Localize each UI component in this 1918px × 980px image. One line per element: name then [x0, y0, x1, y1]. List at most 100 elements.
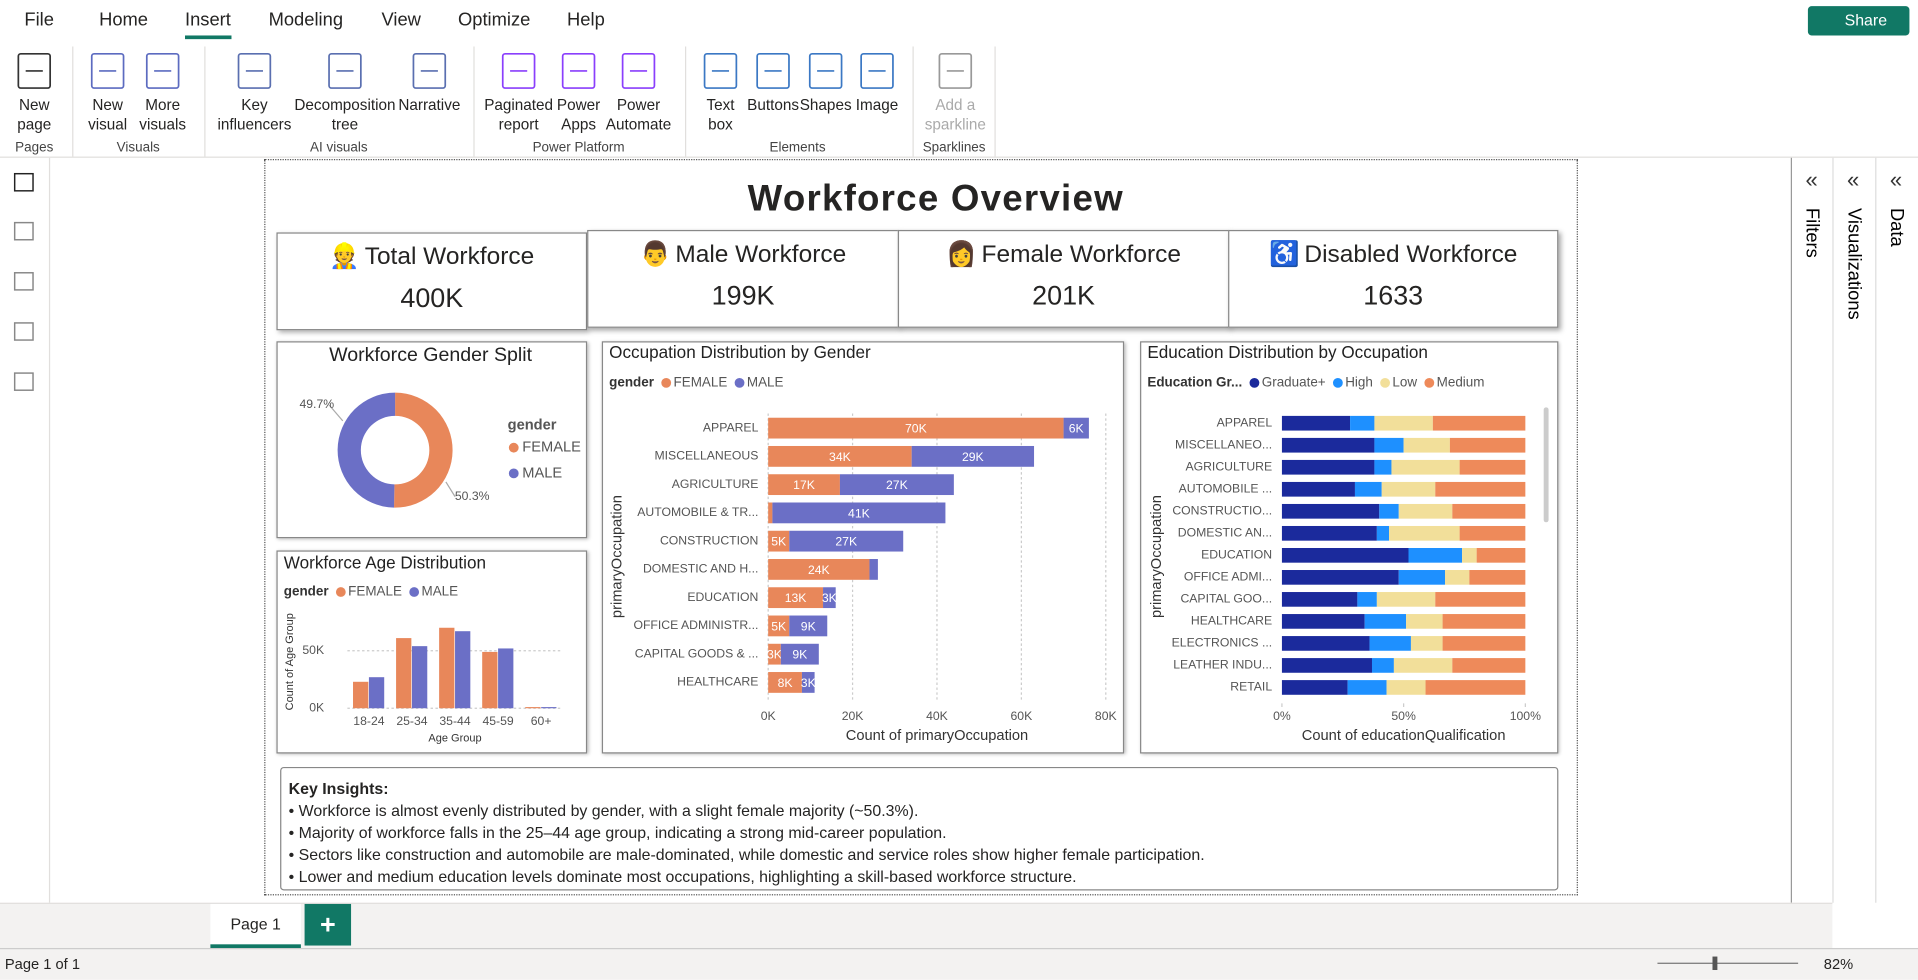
legend-label: Graduate+ [1262, 374, 1326, 389]
y-axis-title: Count of Age Group [284, 613, 296, 710]
bar-segment [1281, 437, 1375, 453]
ribbon-separator [684, 46, 687, 157]
menu-item[interactable]: View [381, 9, 421, 31]
data-label: 41K [848, 506, 871, 520]
page-tab[interactable]: Page 1 [210, 903, 301, 948]
pane-toggle: « [1805, 167, 1817, 192]
button-icon [328, 52, 362, 89]
kpi-card: 👨 Male Workforce 199K [587, 229, 900, 328]
menu-item[interactable]: Modeling [268, 9, 344, 31]
zoom-level[interactable]: 82% [1823, 955, 1854, 973]
leader-line [328, 404, 344, 422]
button-icon [703, 52, 738, 89]
bar-segment [1469, 570, 1526, 585]
bar-segment [869, 559, 878, 580]
bar [396, 638, 412, 709]
bar-segment [1281, 570, 1399, 585]
bar-segment [1406, 614, 1443, 629]
menu-item[interactable]: Help [567, 9, 605, 31]
bar-segment [1391, 459, 1460, 475]
y-tick-label: OFFICE ADMINISTR... [633, 618, 758, 632]
bar-segment [1364, 614, 1407, 629]
share-button[interactable]: Share [1807, 6, 1910, 36]
ribbon-button[interactable]: Key influencers [217, 96, 292, 134]
y-tick-label: AUTOMOBILE ... [1179, 482, 1272, 496]
bar-segment [801, 672, 815, 693]
bar [353, 681, 369, 709]
y-tick-label: EDUCATION [1201, 548, 1272, 562]
y-tick-label: 0K [309, 700, 325, 714]
zoom-thumb[interactable] [1712, 956, 1718, 971]
data-label: 50.3% [455, 489, 490, 503]
data-label: 29K [962, 450, 985, 464]
ribbon-button[interactable]: Shapes [799, 96, 852, 114]
menu-item[interactable]: Optimize [457, 9, 531, 31]
bar-segment [768, 587, 824, 609]
bar [541, 707, 557, 709]
ribbon-group-label: Visuals [116, 140, 160, 156]
bar-segment [1425, 680, 1526, 695]
y-tick-label: AGRICULTURE [672, 477, 759, 491]
button-icon [938, 52, 973, 89]
ribbon-button[interactable]: Power Automate [605, 96, 672, 134]
bar-segment [1379, 503, 1399, 519]
bar [439, 627, 455, 709]
button-icon [501, 52, 536, 89]
y-tick-label: AUTOMOBILE & TR... [637, 505, 758, 519]
kpi-label: 👨 Male Workforce [588, 239, 897, 270]
kpi-label: ♿ Disabled Workforce [1229, 239, 1557, 270]
pane-divider [1832, 157, 1834, 903]
y-tick-label: HEALTHCARE [677, 675, 758, 689]
pane-title: Visualizations [1844, 208, 1865, 320]
ribbon-button[interactable]: Narrative [398, 96, 461, 114]
kpi-label-text: Female Workforce [981, 240, 1181, 268]
kpi-card: 👷 Total Workforce 400K [276, 232, 588, 331]
bar-segment [1435, 592, 1526, 607]
y-tick-label: LEATHER INDU... [1173, 658, 1272, 672]
button-icon [860, 52, 894, 89]
button-icon [412, 52, 447, 89]
x-tick-label: 45-59 [482, 714, 513, 728]
bar-segment [1376, 592, 1436, 607]
chart-title: Workforce Gender Split [329, 344, 533, 366]
ribbon-button[interactable]: Paginated report [484, 96, 554, 134]
kpi-label-text: Total Workforce [364, 243, 535, 271]
ribbon-button[interactable]: Decomposition tree [294, 96, 396, 134]
bar-segment [1281, 459, 1375, 475]
data-label: 9K [792, 648, 808, 662]
kpi-card: 👩 Female Workforce 201K [897, 229, 1230, 328]
bar-segment [823, 587, 836, 609]
menu-item[interactable]: Home [99, 9, 149, 31]
bar-segment [1435, 481, 1526, 497]
ribbon-button[interactable]: More visuals [139, 96, 187, 134]
ribbon-group-label: Sparklines [922, 140, 986, 156]
nav-icon [13, 172, 34, 192]
ribbon-button[interactable]: Text box [706, 96, 735, 134]
add-page[interactable]: + [304, 903, 352, 946]
ribbon-button[interactable]: Buttons [747, 96, 799, 114]
data-label: 27K [835, 535, 858, 549]
kpi-value: 199K [711, 280, 775, 311]
kpi-icon: 👩 [946, 240, 977, 268]
bar-segment [1459, 525, 1526, 541]
ribbon-button[interactable]: New visual [88, 96, 128, 134]
y-tick-label: CAPITAL GOO... [1180, 592, 1272, 606]
ribbon-button[interactable]: New page [17, 96, 52, 134]
bar-segment [1281, 636, 1370, 651]
pane-title: Filters [1803, 208, 1824, 258]
zoom-slider[interactable] [1657, 962, 1799, 964]
bar-segment [1449, 437, 1526, 453]
ribbon-group-label: Elements [769, 140, 826, 156]
button-icon [621, 52, 656, 89]
ribbon-button[interactable]: Power Apps [556, 96, 601, 134]
menu-item[interactable]: File [24, 9, 54, 31]
bar-segment [1403, 437, 1450, 453]
bar-segment [1389, 525, 1460, 541]
button-icon [17, 52, 52, 89]
bar-segment [1398, 570, 1446, 585]
menu-item[interactable]: Insert [185, 10, 231, 40]
ribbon-button[interactable]: Image [855, 96, 899, 114]
bar-segment [768, 643, 781, 665]
